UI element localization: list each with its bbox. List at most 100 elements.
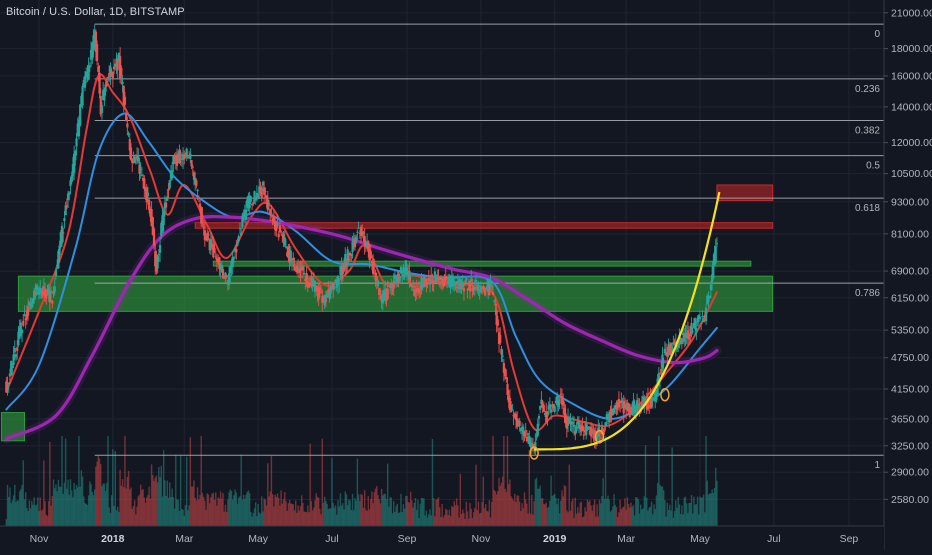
candle-body bbox=[188, 157, 191, 159]
volume-bar bbox=[292, 504, 294, 526]
volume-bar bbox=[418, 517, 420, 526]
candle-body bbox=[433, 271, 436, 277]
candle-body bbox=[86, 72, 89, 74]
volume-bar bbox=[192, 486, 194, 526]
candle-body bbox=[252, 202, 255, 204]
pivot-marker bbox=[594, 429, 605, 444]
volume-bar bbox=[223, 511, 225, 526]
candle-body bbox=[234, 248, 237, 252]
candle-body bbox=[569, 417, 572, 424]
volume-bar bbox=[399, 512, 401, 526]
volume-bar bbox=[420, 498, 423, 526]
volume-bar bbox=[81, 476, 84, 526]
candle-body bbox=[457, 279, 461, 289]
volume-bar bbox=[37, 497, 39, 526]
candle-body bbox=[543, 413, 547, 416]
candle-body bbox=[466, 288, 469, 290]
candle-body bbox=[468, 280, 472, 292]
candle-body bbox=[197, 197, 200, 199]
candle-body bbox=[106, 76, 110, 78]
candle-body bbox=[546, 412, 549, 417]
volume-bar bbox=[483, 508, 486, 526]
candle-body bbox=[96, 44, 99, 62]
volume-bar bbox=[630, 502, 632, 526]
volume-bar bbox=[388, 506, 390, 526]
volume-bar bbox=[233, 495, 235, 526]
volume-bar bbox=[322, 502, 325, 526]
candle-body bbox=[269, 209, 272, 215]
candle-body bbox=[421, 280, 424, 282]
candle-body bbox=[69, 180, 72, 187]
candle-body bbox=[116, 59, 119, 71]
candle-body bbox=[258, 186, 261, 194]
volume-bar bbox=[9, 487, 11, 526]
volume-bar bbox=[477, 501, 480, 526]
volume-bar bbox=[664, 500, 666, 526]
candle-body bbox=[352, 238, 355, 246]
candle-body bbox=[386, 288, 389, 299]
volume-bar bbox=[159, 477, 161, 526]
candle-body bbox=[476, 286, 479, 291]
volume-bar bbox=[173, 508, 176, 526]
volume-bar bbox=[642, 508, 644, 526]
candle-body bbox=[684, 333, 687, 337]
volume-bar bbox=[106, 482, 108, 526]
volume-bar bbox=[118, 511, 120, 526]
candle-body bbox=[562, 400, 565, 406]
volume-bar bbox=[137, 496, 139, 526]
volume-bar bbox=[439, 507, 441, 526]
volume-bar bbox=[60, 486, 62, 526]
candle-body bbox=[229, 267, 232, 273]
volume-bar bbox=[183, 515, 185, 526]
volume-bar bbox=[304, 511, 307, 526]
candle-body bbox=[119, 56, 122, 79]
volume-bar bbox=[655, 495, 658, 526]
candle-body bbox=[633, 405, 636, 414]
volume-bar bbox=[406, 495, 408, 526]
candle-body bbox=[576, 421, 579, 425]
volume-bar bbox=[78, 436, 80, 526]
volume-bar bbox=[366, 510, 368, 526]
volume-bar bbox=[24, 492, 27, 526]
candle-body bbox=[668, 344, 671, 356]
candle-body bbox=[206, 232, 209, 241]
candle-body bbox=[650, 398, 653, 407]
volume-bar bbox=[123, 487, 125, 526]
candle-body bbox=[139, 168, 142, 170]
volume-bar bbox=[604, 436, 607, 526]
candle-body bbox=[110, 71, 113, 76]
candle-body bbox=[146, 192, 150, 197]
volume-bar bbox=[551, 495, 554, 526]
candle-body bbox=[207, 233, 210, 236]
candle-body bbox=[478, 291, 481, 293]
volume-bar bbox=[416, 509, 418, 526]
candle-body bbox=[408, 270, 411, 281]
candle-body bbox=[416, 287, 420, 292]
volume-bar bbox=[363, 490, 366, 526]
candle-body bbox=[334, 280, 337, 283]
volume-bar bbox=[162, 450, 165, 526]
volume-bar bbox=[230, 490, 233, 526]
candle-body bbox=[698, 316, 702, 320]
volume-bar bbox=[443, 514, 446, 526]
candle-body bbox=[612, 407, 616, 413]
volume-bar bbox=[349, 500, 351, 526]
volume-bar bbox=[147, 495, 149, 526]
volume-bar bbox=[614, 504, 616, 526]
candle-body bbox=[424, 279, 427, 286]
candle-body bbox=[622, 400, 625, 414]
candle-body bbox=[356, 231, 359, 233]
candle-body bbox=[442, 278, 445, 286]
candle-body bbox=[455, 287, 458, 289]
candle-body bbox=[384, 289, 387, 301]
candle-body bbox=[183, 155, 186, 160]
volume-bar bbox=[247, 490, 250, 526]
candle-body bbox=[388, 287, 392, 289]
candle-body bbox=[363, 235, 366, 246]
volume-bar bbox=[104, 490, 107, 526]
volume-bar bbox=[298, 510, 300, 526]
volume-bar bbox=[144, 502, 147, 526]
candle-body bbox=[254, 196, 257, 201]
